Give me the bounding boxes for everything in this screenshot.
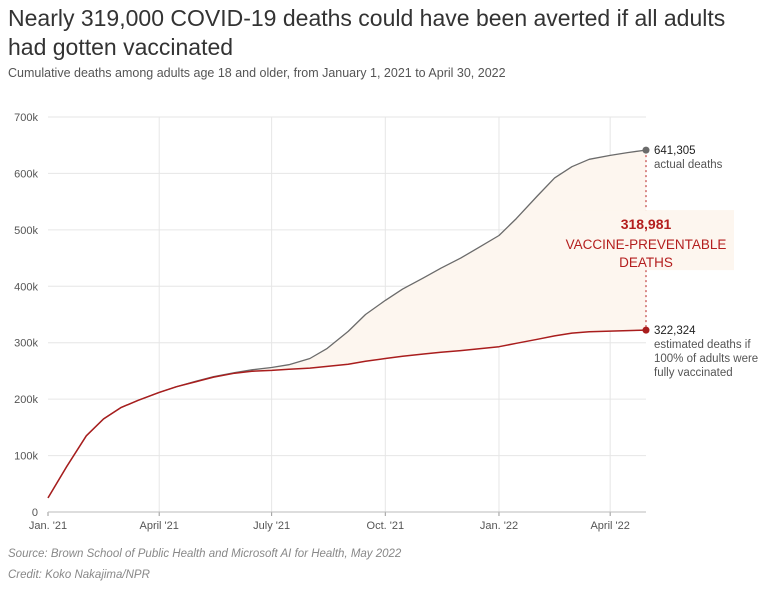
y-tick-label: 300k — [14, 338, 38, 350]
area-layer — [48, 150, 646, 498]
vaccinated-caption-line: estimated deaths if — [654, 339, 751, 351]
vaccinated-caption-line: 100% of adults were — [654, 353, 758, 365]
y-tick-label: 600k — [14, 168, 38, 180]
vaccinated-end-point — [642, 326, 650, 334]
actual-value-label: 641,305 — [654, 145, 696, 157]
vaccinated-caption-line: fully vaccinated — [654, 367, 733, 379]
y-tick-label: 200k — [14, 394, 38, 406]
y-tick-label: 0 — [32, 507, 38, 519]
x-tick-label: April '22 — [590, 520, 629, 532]
gap-caption-line: DEATHS — [619, 255, 673, 270]
gap-value-label: 318,981 — [621, 216, 672, 232]
actual-caption-label: actual deaths — [654, 159, 723, 171]
source-note: Source: Brown School of Public Health an… — [8, 548, 402, 560]
preventable-deaths-area — [48, 150, 646, 498]
line-layer — [47, 146, 650, 499]
y-tick-label: 500k — [14, 225, 38, 237]
x-tick-label: July '21 — [253, 520, 290, 532]
vaccinated-deaths-line — [47, 329, 647, 499]
chart-title: Nearly 319,000 COVID-19 deaths could hav… — [8, 5, 726, 60]
y-tick-label: 100k — [14, 451, 38, 463]
vaccinated-value-label: 322,324 — [654, 325, 696, 337]
credit-note: Credit: Koko Nakajima/NPR — [8, 569, 150, 581]
x-tick-label: Oct. '21 — [367, 520, 405, 532]
x-tick-label: Jan. '22 — [480, 520, 518, 532]
y-tick-label: 400k — [14, 281, 38, 293]
gap-caption-line: VACCINE-PREVENTABLE — [566, 237, 727, 252]
y-tick-label: 700k — [14, 112, 38, 124]
chart-subtitle: Cumulative deaths among adults age 18 an… — [8, 66, 506, 80]
chart-svg: 0 100k 200k 300k 400k 500k 600k 700k Jan. '21 Apr… — [14, 112, 758, 532]
x-tick-label: Jan. '21 — [29, 520, 67, 532]
x-tick-label: April '21 — [139, 520, 178, 532]
label-layer: 0 100k 200k 300k 400k 500k 600k 700k Jan. '21 Apr… — [14, 112, 758, 532]
actual-end-point — [642, 146, 650, 154]
gap-label-backdrop — [558, 210, 734, 271]
